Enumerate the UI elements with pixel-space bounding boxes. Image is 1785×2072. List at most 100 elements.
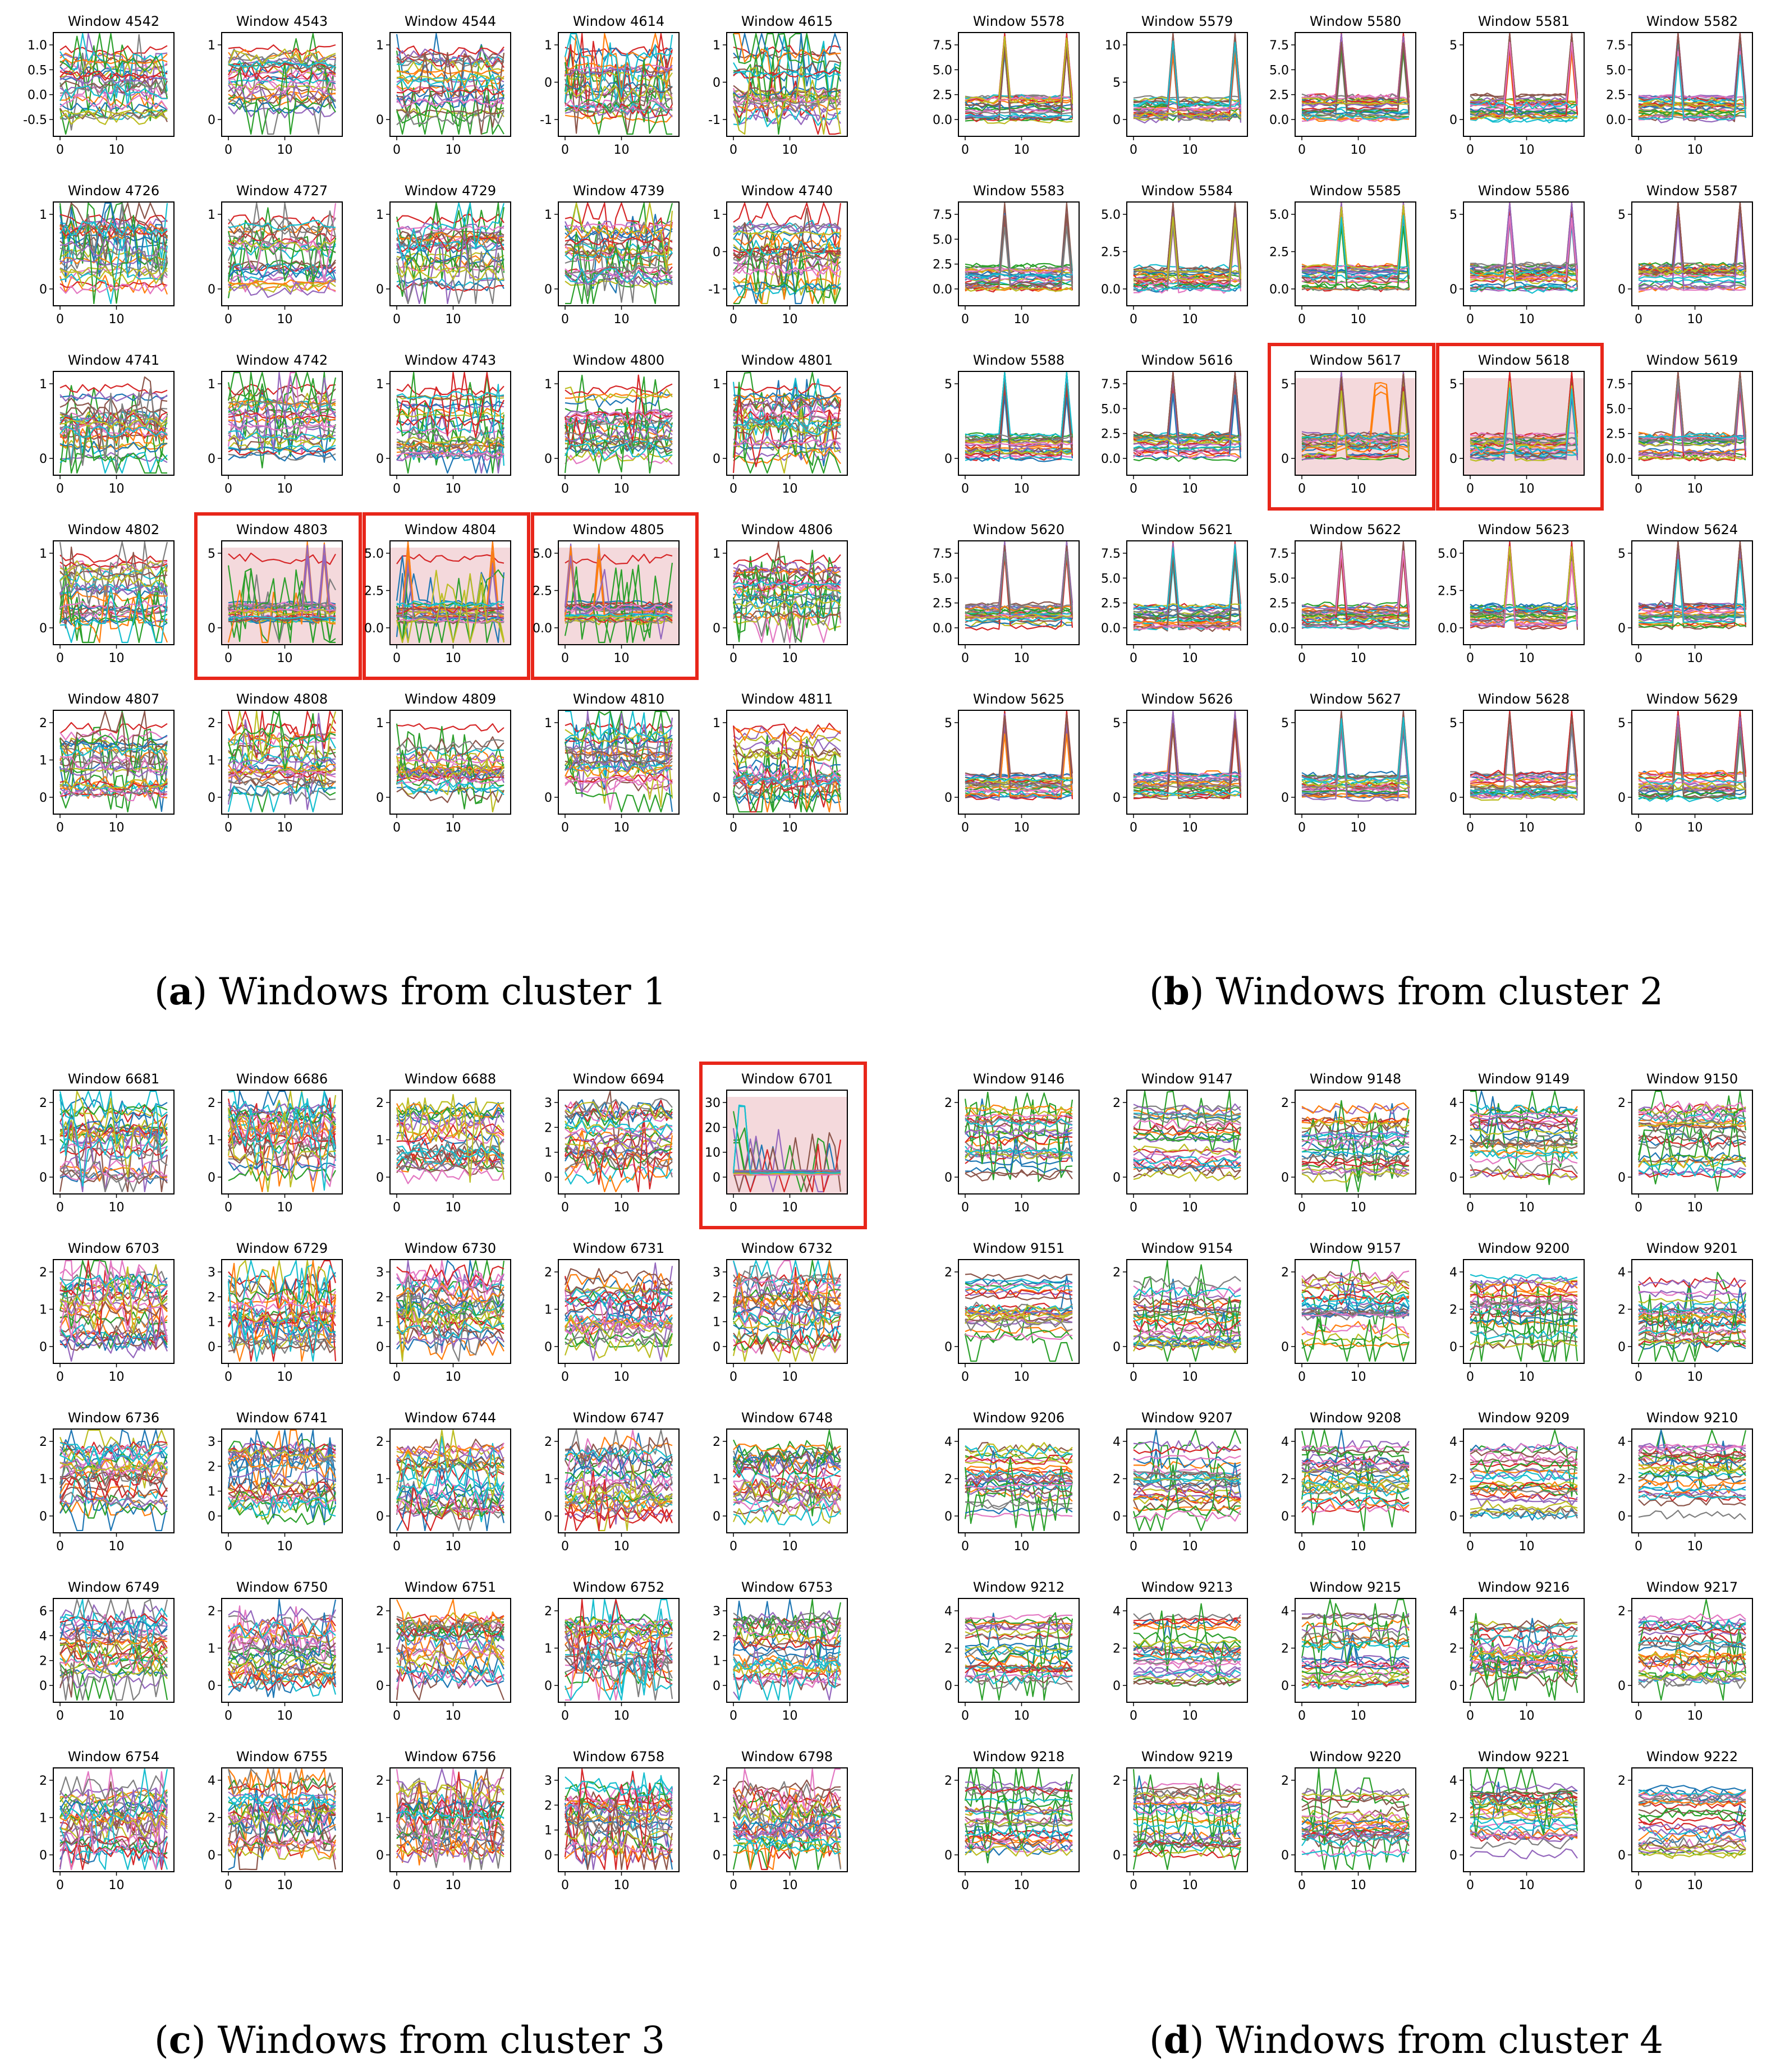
series-line xyxy=(1638,261,1746,268)
series-line xyxy=(1133,1470,1241,1483)
series-line xyxy=(396,1482,504,1498)
series-line xyxy=(228,1495,336,1517)
series-line xyxy=(1470,278,1578,284)
series-line xyxy=(733,762,841,782)
series-lines xyxy=(732,33,842,135)
y-tick-label: 0 xyxy=(1618,622,1626,636)
series-line xyxy=(396,98,504,108)
window-title: Window 4800 xyxy=(573,352,664,368)
x-tick-label: 10 xyxy=(1519,821,1535,835)
x-tick-label: 0 xyxy=(393,821,401,835)
series-line xyxy=(965,1674,1073,1679)
series-line xyxy=(1470,1813,1578,1821)
series-line xyxy=(227,1107,336,1193)
window-title: Window 4743 xyxy=(405,352,496,368)
series-lines xyxy=(1133,371,1242,462)
y-tick-label: 1 xyxy=(39,1812,47,1826)
series-line xyxy=(228,1836,336,1848)
y-tick-label: 5 xyxy=(1281,716,1289,731)
series-line xyxy=(396,1799,504,1812)
x-tick-label: 10 xyxy=(109,482,125,496)
series-line xyxy=(1133,1131,1241,1136)
window-title: Window 9210 xyxy=(1646,1410,1738,1426)
series-line xyxy=(59,740,168,747)
series-line xyxy=(396,202,505,261)
y-tick-label: 2 xyxy=(1618,1096,1626,1110)
series-line xyxy=(59,1304,168,1362)
y-tick-label: 0 xyxy=(713,1849,721,1863)
series-line xyxy=(1301,204,1410,270)
series-line xyxy=(1638,1321,1746,1327)
window-title: Window 5626 xyxy=(1141,691,1233,707)
series-lines xyxy=(227,710,337,813)
series-line xyxy=(733,232,841,249)
series-line xyxy=(396,1168,504,1184)
y-tick-label: 0 xyxy=(39,1340,47,1354)
series-line xyxy=(1638,433,1746,440)
x-tick-label: 10 xyxy=(1182,313,1198,327)
series-line xyxy=(565,757,673,775)
series-line xyxy=(965,1644,1073,1653)
series-line xyxy=(565,1473,673,1486)
y-tick-label: 0 xyxy=(1449,113,1457,127)
series-line xyxy=(733,1825,841,1839)
series-line xyxy=(396,1094,505,1183)
series-lines xyxy=(1637,1271,1747,1362)
window-title: Window 9208 xyxy=(1310,1410,1401,1426)
series-line xyxy=(1301,1496,1410,1506)
series-line xyxy=(1638,710,1747,777)
series-line xyxy=(396,1122,504,1143)
x-tick-label: 10 xyxy=(614,651,630,665)
series-line xyxy=(59,426,168,438)
x-tick-label: 0 xyxy=(1298,1370,1306,1384)
series-line xyxy=(1301,93,1410,102)
series-line xyxy=(396,415,504,427)
series-line xyxy=(1133,1785,1241,1790)
series-line xyxy=(965,1633,1073,1641)
axes-frame xyxy=(221,1428,343,1533)
x-tick-label: 10 xyxy=(446,1201,461,1215)
series-line xyxy=(733,1444,841,1453)
series-line xyxy=(396,600,504,607)
series-line xyxy=(1638,371,1747,443)
series-line xyxy=(227,1606,336,1657)
series-line xyxy=(59,1119,168,1193)
series-line xyxy=(733,600,841,619)
series-line xyxy=(732,1330,842,1362)
series-line xyxy=(965,113,1073,119)
series-line xyxy=(965,442,1073,446)
y-tick-label: 0 xyxy=(1618,1171,1626,1185)
series-line xyxy=(1470,1274,1578,1281)
series-line xyxy=(1301,541,1410,613)
series-line xyxy=(564,1490,673,1513)
series-line xyxy=(733,394,841,402)
axes-frame xyxy=(221,540,343,645)
series-line xyxy=(1638,1298,1746,1304)
series-line xyxy=(732,1260,842,1345)
y-tick-label: 0.0 xyxy=(1101,622,1121,636)
y-tick-label: 6 xyxy=(39,1605,47,1619)
series-line xyxy=(1638,275,1746,280)
series-line xyxy=(965,33,1073,102)
series-line xyxy=(59,1444,168,1463)
series-line xyxy=(1133,55,1242,121)
series-line xyxy=(1133,1846,1241,1858)
series-line xyxy=(1133,544,1242,621)
y-tick-label: 7.5 xyxy=(933,547,952,561)
series-line xyxy=(733,568,841,576)
window-title: Window 6741 xyxy=(236,1410,328,1426)
series-line xyxy=(1638,1852,1746,1858)
x-tick-label: 0 xyxy=(561,1201,569,1215)
series-line xyxy=(396,267,504,281)
y-tick-label: 2 xyxy=(1281,1642,1289,1656)
series-line xyxy=(1470,1781,1578,1792)
series-line xyxy=(1470,710,1578,779)
series-line xyxy=(228,1306,336,1319)
series-line xyxy=(1301,779,1410,787)
series-line xyxy=(396,1646,504,1665)
window-title: Window 4805 xyxy=(573,522,664,537)
